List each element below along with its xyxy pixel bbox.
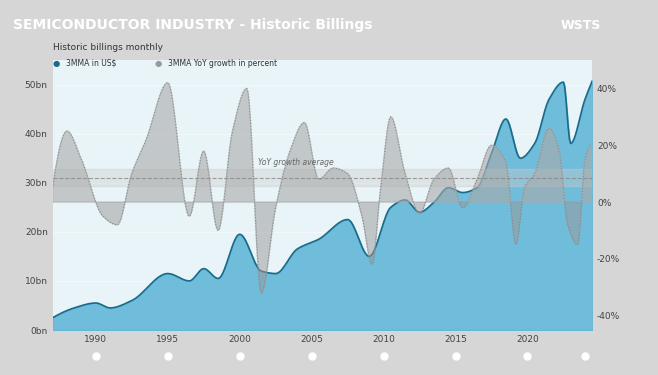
Text: 3MMA in US$: 3MMA in US$ — [66, 58, 116, 68]
Text: WSTS: WSTS — [561, 19, 601, 32]
Text: ●: ● — [53, 58, 63, 68]
Bar — [53, 170, 592, 186]
Text: 3MMA YoY growth in percent: 3MMA YoY growth in percent — [168, 58, 277, 68]
Text: SEMICONDUCTOR INDUSTRY - Historic Billings: SEMICONDUCTOR INDUSTRY - Historic Billin… — [13, 18, 372, 32]
Text: YoY growth average: YoY growth average — [258, 158, 334, 167]
Text: ●: ● — [155, 58, 164, 68]
Text: Historic billings monthly: Historic billings monthly — [53, 44, 163, 52]
